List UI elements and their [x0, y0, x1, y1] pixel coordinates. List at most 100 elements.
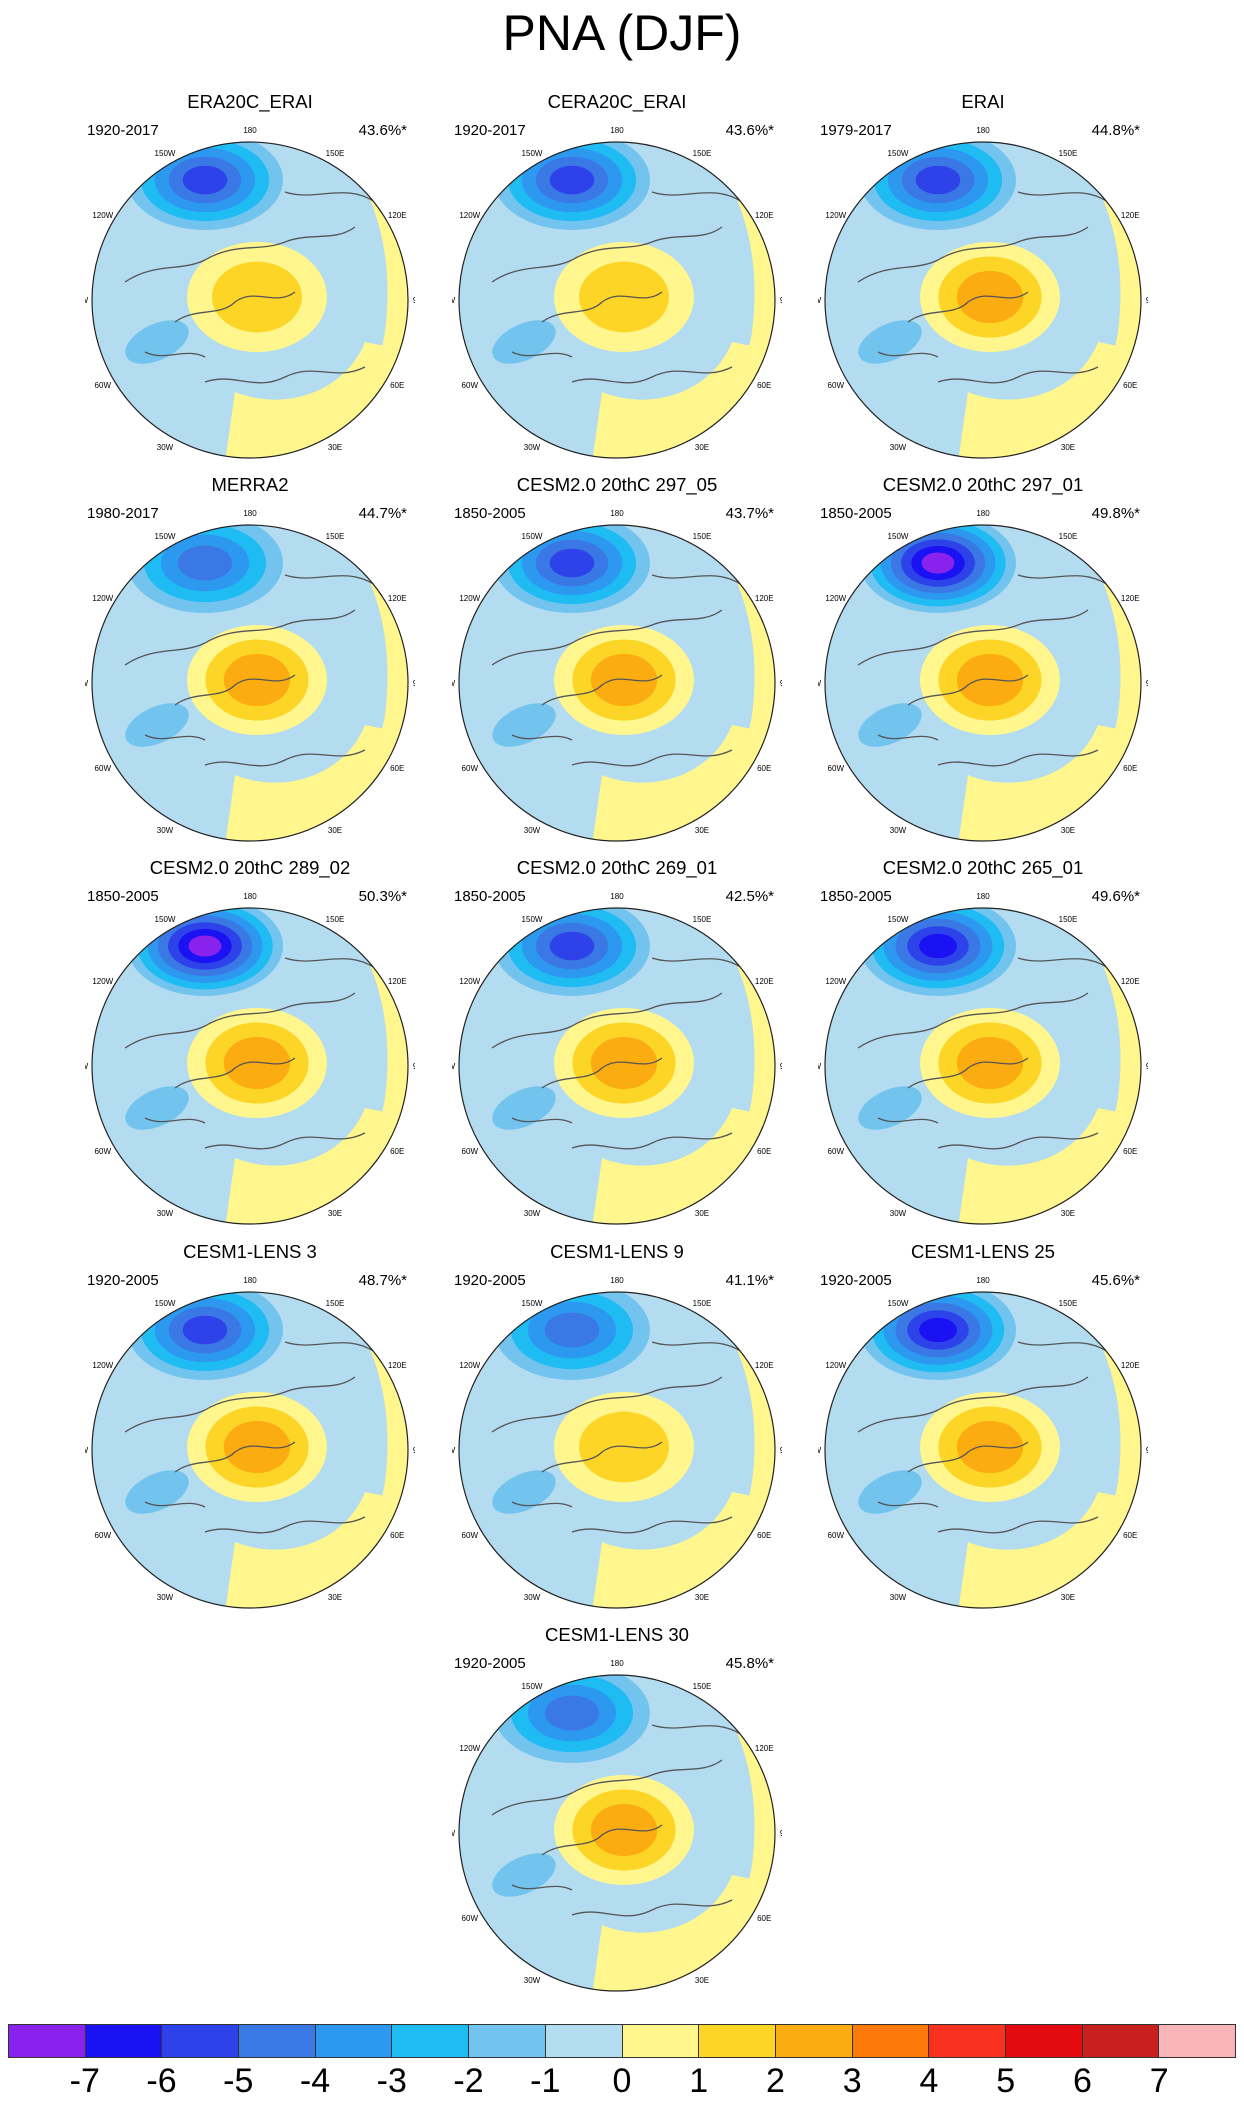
positive-anomaly-contour [223, 1036, 291, 1090]
panel-period: 1850-2005 [87, 888, 159, 905]
negative-anomaly-contour [125, 1086, 189, 1130]
map-panel: CESM1-LENS 3 1920-2005 48.7%* 180 150E 120E 90… [85, 1241, 415, 1612]
negative-anomaly-contour [125, 1470, 189, 1514]
longitude-label: 90W [85, 1446, 89, 1455]
longitude-label: 150E [326, 532, 345, 541]
longitude-label: 150E [326, 915, 345, 924]
negative-anomaly-contour [188, 935, 222, 957]
panel-period: 1920-2017 [87, 122, 159, 139]
colorbar-tick-label: 6 [1073, 2062, 1092, 2100]
polar-map: 180150E120E90E60E30E030W60W90W120W150W [452, 126, 782, 459]
map-panel: ERA20C_ERAI 1920-2017 43.6%* 180 150E 120E 90E… [85, 91, 415, 462]
map-panel: CESM2.0 20thC 289_02 1850-2005 50.3%* 180 15… [85, 857, 415, 1228]
negative-anomaly-contour [492, 703, 556, 747]
longitude-label: 60W [95, 764, 112, 773]
longitude-label: 60W [462, 1914, 479, 1923]
figure-title: PNA (DJF) [502, 5, 742, 61]
colorbar-swatch [9, 2025, 86, 2057]
longitude-label: 30E [695, 1209, 709, 1218]
longitude-label: 30E [695, 826, 709, 835]
longitude-label: 150E [693, 1682, 712, 1691]
negative-anomaly-contour [492, 320, 556, 364]
longitude-label: 30W [157, 443, 174, 452]
longitude-label: 90W [818, 1062, 822, 1071]
longitude-label: 60E [757, 764, 771, 773]
negative-anomaly-contour [858, 1086, 922, 1130]
panel-title: ERA20C_ERAI [187, 91, 313, 112]
coastline [491, 957, 743, 1150]
longitude-label: 60W [95, 1531, 112, 1540]
longitude-label: 150E [693, 532, 712, 541]
longitude-label: 150W [155, 532, 176, 541]
longitude-label: 120E [388, 211, 407, 220]
colorbar-tick-label: -1 [530, 2062, 561, 2100]
longitude-label: 30E [695, 443, 709, 452]
map-panel: CESM2.0 20thC 265_01 1850-2005 49.6%* 180 15… [818, 857, 1148, 1228]
longitude-label: 150E [693, 149, 712, 158]
panel-variance: 48.7%* [358, 1272, 407, 1289]
positive-anomaly-contour [579, 261, 669, 333]
coastline [124, 574, 376, 767]
colorbar-swatch [469, 2025, 546, 2057]
map-panel: CESM1-LENS 25 1920-2005 45.6%* 180 150E 120E 9… [818, 1241, 1148, 1612]
panel-period: 1850-2005 [454, 888, 526, 905]
map-panel: CERA20C_ERAI 1920-2017 43.6%* 180 150E 120E 90… [452, 91, 782, 462]
longitude-label: 60E [757, 1914, 771, 1923]
positive-anomaly-contour [956, 1420, 1024, 1474]
longitude-label: 180 [243, 892, 257, 901]
panel-title: CESM1-LENS 30 [545, 1624, 689, 1645]
panel-variance: 50.3%* [358, 888, 407, 905]
positive-anomaly-contour [590, 653, 658, 707]
longitude-label: 120E [755, 977, 774, 986]
colorbar-tick-label: -5 [223, 2062, 254, 2100]
negative-anomaly-contour [492, 1470, 556, 1514]
colorbar [8, 2024, 1236, 2058]
negative-anomaly-contour [182, 1315, 228, 1345]
longitude-label: 30W [890, 1209, 907, 1218]
colorbar-swatch [545, 2025, 623, 2057]
longitude-label: 180 [243, 126, 257, 135]
longitude-label: 60W [828, 1531, 845, 1540]
panel-period: 1920-2017 [454, 122, 526, 139]
panel-variance: 42.5%* [725, 888, 774, 905]
negative-anomaly-contour [919, 1317, 957, 1343]
longitude-label: 60W [462, 764, 479, 773]
longitude-label: 90E [1146, 1062, 1148, 1071]
longitude-label: 60E [1123, 1531, 1137, 1540]
longitude-label: 120W [92, 1361, 113, 1370]
longitude-label: 30W [524, 1976, 541, 1985]
polar-map: 180150E120E90E60E30E030W60W90W120W150W [452, 509, 782, 842]
panel-title: MERRA2 [211, 474, 289, 495]
longitude-label: 90E [780, 1062, 782, 1071]
polar-map: 180150E120E90E60E30E030W60W90W120W150W [818, 892, 1148, 1225]
map-panel: CESM2.0 20thC 297_01 1850-2005 49.8%* 180 15… [818, 474, 1148, 845]
colorbar-tick-label: 1 [689, 2062, 709, 2100]
longitude-label: 90W [818, 679, 822, 688]
longitude-label: 120W [825, 211, 846, 220]
polar-map: 180150E120E90E60E30E030W60W90W120W150W [452, 1276, 782, 1609]
colorbar-swatch [622, 2025, 700, 2057]
colorbar-tick-label: 7 [1149, 2062, 1169, 2100]
negative-anomaly-contour [125, 320, 189, 364]
longitude-label: 60E [390, 764, 404, 773]
longitude-label: 120E [1121, 977, 1140, 986]
panel-title: CESM2.0 20thC 297_05 [516, 474, 718, 495]
longitude-label: 150E [693, 915, 712, 924]
panel-title: ERAI [961, 91, 1005, 112]
longitude-label: 150W [155, 915, 176, 924]
longitude-label: 30E [1061, 826, 1075, 835]
map-boundary [458, 524, 776, 842]
map-boundary [824, 1291, 1142, 1609]
panel-title: CESM2.0 20thC 265_01 [882, 857, 1084, 878]
colorbar-tick-label: -4 [299, 2062, 331, 2100]
positive-anomaly-contour [223, 653, 291, 707]
longitude-label: 90W [818, 1446, 822, 1455]
polar-map: 180150E120E90E60E30E030W60W90W120W150W [85, 1276, 415, 1609]
panel-period: 1850-2005 [820, 505, 892, 522]
colorbar-swatch [1005, 2025, 1083, 2057]
colorbar-tick-label: -7 [69, 2062, 100, 2100]
longitude-label: 60W [95, 1147, 112, 1156]
negative-anomaly-contour [915, 165, 961, 195]
longitude-label: 180 [610, 892, 624, 901]
map-boundary [824, 141, 1142, 459]
